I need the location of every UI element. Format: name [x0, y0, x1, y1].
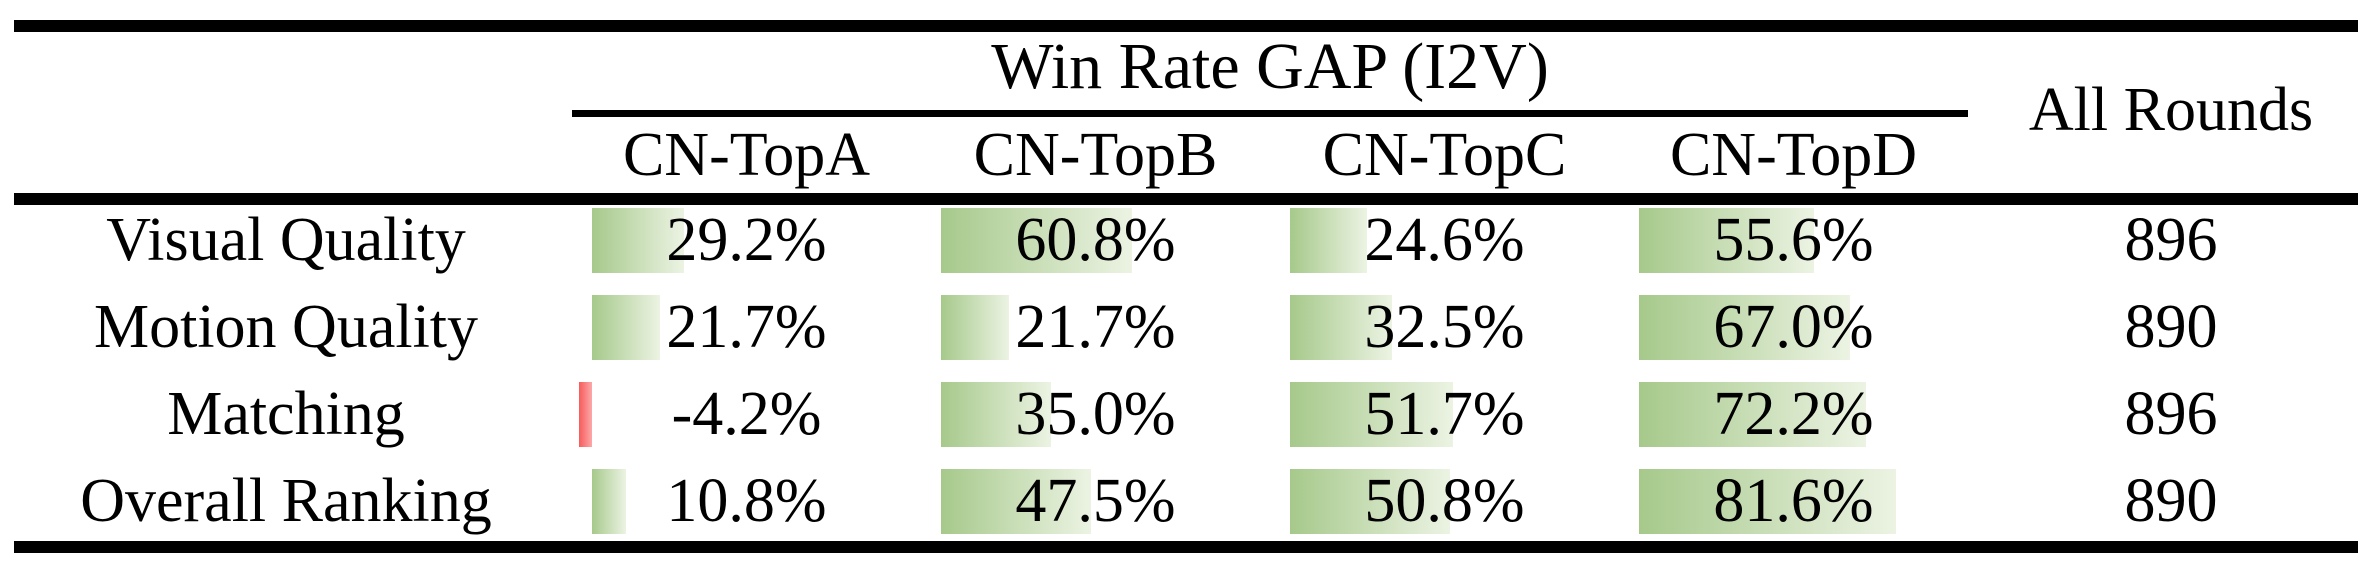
data-bar [1290, 295, 1393, 360]
data-bar [941, 295, 1010, 360]
table-cell: 35.0% [921, 371, 1270, 458]
column-header-cn-topd: CN-TopD [1669, 121, 1918, 189]
data-bar [941, 208, 1133, 273]
table-cell: 67.0% [1619, 284, 1968, 371]
all-rounds-value: 896 [2124, 380, 2218, 448]
row-label: Matching [167, 380, 405, 448]
table-cell: 10.8% [572, 458, 921, 545]
data-bar [578, 382, 592, 447]
data-bar [592, 208, 684, 273]
row-label: Overall Ranking [80, 467, 492, 535]
table-row: Motion Quality 21.7% 21.7% 32.5% 67.0% 8… [0, 284, 2374, 371]
column-header-cn-topb: CN-TopB [973, 121, 1218, 189]
data-bar [1639, 469, 1896, 534]
table-row: Visual Quality 29.2% 60.8% 24.6% 55.6% 8… [0, 197, 2374, 284]
bottom-rule [14, 541, 2358, 553]
row-label: Motion Quality [93, 293, 479, 361]
data-bar [1290, 382, 1453, 447]
data-bar [1639, 382, 1867, 447]
column-header-all-rounds: All Rounds [2028, 76, 2314, 144]
table-cell: 55.6% [1619, 197, 1968, 284]
data-bar [1639, 208, 1815, 273]
all-rounds-value: 896 [2124, 206, 2218, 274]
all-rounds-value: 890 [2124, 293, 2218, 361]
data-bar [941, 469, 1091, 534]
table-cell: 29.2% [572, 197, 921, 284]
table-cell: 72.2% [1619, 371, 1968, 458]
cell-value: 81.6% [1713, 467, 1874, 535]
cell-value: 51.7% [1364, 380, 1525, 448]
cell-value: 21.7% [1015, 293, 1176, 361]
header-separator-rule [14, 193, 2358, 205]
cell-value: 50.8% [1364, 467, 1525, 535]
table-cell: 21.7% [921, 284, 1270, 371]
row-label: Visual Quality [106, 206, 466, 274]
table-cell: -4.2% [572, 371, 921, 458]
cell-value: 32.5% [1364, 293, 1525, 361]
column-header-cn-topa: CN-TopA [622, 121, 871, 189]
column-header-cn-topc: CN-TopC [1322, 121, 1567, 189]
all-rounds-value: 890 [2124, 467, 2218, 535]
data-bar [592, 295, 661, 360]
cell-value: 47.5% [1015, 467, 1176, 535]
table-cell: 51.7% [1270, 371, 1619, 458]
data-bar [592, 469, 626, 534]
table-cell: 60.8% [921, 197, 1270, 284]
cell-value: 35.0% [1015, 380, 1176, 448]
table-cell: 47.5% [921, 458, 1270, 545]
table-cell: 50.8% [1270, 458, 1619, 545]
table-cell: 32.5% [1270, 284, 1619, 371]
data-bar [1290, 469, 1450, 534]
data-bar [1639, 295, 1850, 360]
top-rule [14, 20, 2358, 32]
cell-value: 55.6% [1713, 206, 1874, 274]
cell-value: 24.6% [1364, 206, 1525, 274]
cell-value: 29.2% [666, 206, 827, 274]
cell-value: 72.2% [1713, 380, 1874, 448]
data-bar [941, 382, 1052, 447]
table-cell: 24.6% [1270, 197, 1619, 284]
table-cell: 21.7% [572, 284, 921, 371]
table-row: Matching -4.2% 35.0% 51.7% 72.2% 896 [0, 371, 2374, 458]
table-cell: 81.6% [1619, 458, 1968, 545]
cell-value: 10.8% [666, 467, 827, 535]
group-header-win-rate-gap: Win Rate GAP (I2V) [991, 30, 1549, 103]
cell-value: 67.0% [1713, 293, 1874, 361]
cell-value: -4.2% [671, 380, 822, 448]
cell-value: 60.8% [1015, 206, 1176, 274]
cell-value: 21.7% [666, 293, 827, 361]
data-bar [1290, 208, 1368, 273]
table-row: Overall Ranking 10.8% 47.5% 50.8% 81.6% … [0, 458, 2374, 545]
group-header-underline [572, 110, 1968, 117]
